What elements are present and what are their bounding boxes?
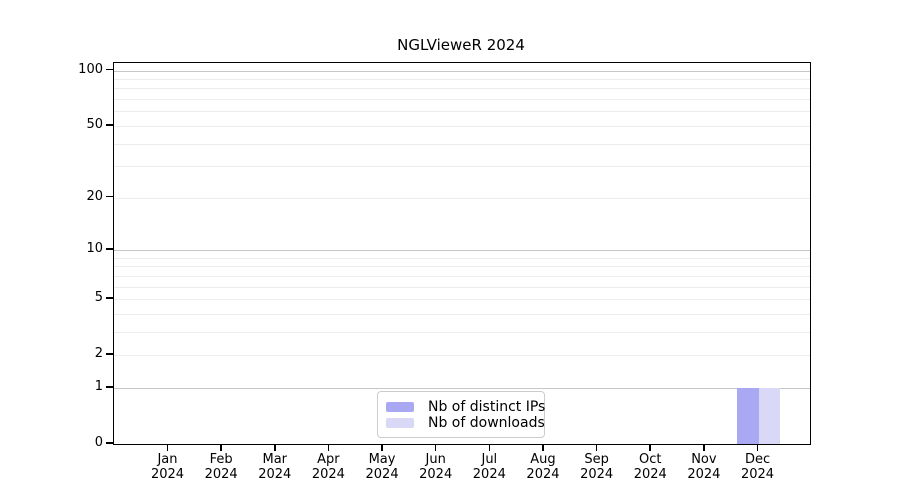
y-axis-tick: [106, 297, 113, 299]
y-minor-gridline: [114, 125, 810, 127]
y-minor-gridline: [114, 286, 810, 288]
y-minor-gridline: [114, 99, 810, 101]
legend-item-distinct-ips: Nb of distinct IPs: [386, 399, 545, 415]
x-axis-tick: [756, 444, 759, 451]
x-tick-label: Jul 2024: [472, 452, 506, 482]
legend-swatch-downloads: [386, 418, 414, 428]
x-axis-tick: [649, 444, 652, 451]
legend-swatch-distinct-ips: [386, 402, 414, 412]
bar-distinct-ips: [737, 387, 759, 444]
x-axis-tick: [381, 444, 383, 451]
legend: Nb of distinct IPs Nb of downloads: [377, 391, 545, 438]
y-axis-tick: [106, 442, 113, 444]
y-minor-gridline: [114, 166, 810, 168]
x-tick-label: Apr 2024: [311, 452, 345, 482]
y-tick-label: 2: [94, 346, 103, 362]
y-minor-gridline: [114, 79, 810, 81]
chart-title: NGLVieweR 2024: [397, 36, 525, 54]
y-axis-tick: [106, 68, 113, 71]
bar-downloads: [758, 387, 781, 444]
x-tick-label: Mar 2024: [258, 452, 292, 482]
y-minor-gridline: [114, 111, 810, 113]
y-axis-tick: [106, 386, 113, 388]
x-axis-tick: [488, 444, 491, 451]
x-axis-tick: [273, 444, 276, 451]
y-tick-label: 5: [94, 290, 103, 306]
x-axis-tick: [166, 444, 169, 451]
x-axis-tick: [327, 444, 330, 451]
x-tick-label: Oct 2024: [633, 452, 667, 482]
y-minor-gridline: [114, 143, 810, 145]
x-axis-tick: [542, 444, 544, 451]
y-minor-gridline: [114, 266, 810, 268]
y-minor-gridline: [114, 299, 810, 301]
y-minor-gridline: [114, 275, 810, 277]
y-tick-label: 20: [86, 188, 103, 204]
y-tick-label: 50: [86, 116, 103, 132]
y-minor-gridline: [114, 313, 810, 315]
y-axis-tick: [106, 353, 113, 355]
y-tick-label: 1: [94, 378, 103, 394]
x-tick-label: Aug 2024: [526, 452, 560, 482]
y-major-gridline: [114, 250, 810, 251]
y-tick-label: 0: [94, 435, 103, 450]
x-tick-label: Jun 2024: [419, 452, 453, 482]
y-minor-gridline: [114, 355, 810, 357]
x-axis-tick: [434, 444, 437, 451]
y-axis-tick: [106, 195, 113, 198]
y-minor-gridline: [114, 331, 810, 333]
x-axis-tick: [703, 444, 705, 451]
plot-area: [113, 62, 811, 445]
legend-item-downloads: Nb of downloads: [386, 415, 545, 431]
x-tick-label: Nov 2024: [687, 452, 721, 482]
y-axis-tick: [106, 124, 113, 126]
y-minor-gridline: [114, 257, 810, 259]
y-tick-label: 100: [78, 61, 103, 77]
x-axis-tick: [220, 444, 222, 451]
y-minor-gridline: [114, 197, 810, 199]
y-major-gridline: [114, 70, 810, 72]
y-major-gridline: [114, 387, 810, 389]
legend-label: Nb of distinct IPs: [428, 399, 546, 415]
x-tick-label: Sep 2024: [580, 452, 614, 482]
legend-label: Nb of downloads: [428, 415, 545, 431]
x-tick-label: Feb 2024: [204, 452, 238, 482]
x-tick-label: Dec 2024: [740, 452, 775, 482]
x-tick-label: Jan 2024: [150, 452, 185, 482]
x-axis-tick: [595, 444, 598, 451]
y-minor-gridline: [114, 88, 810, 90]
x-tick-label: May 2024: [365, 452, 399, 482]
y-axis-tick: [106, 248, 113, 250]
y-tick-label: 10: [86, 241, 103, 256]
